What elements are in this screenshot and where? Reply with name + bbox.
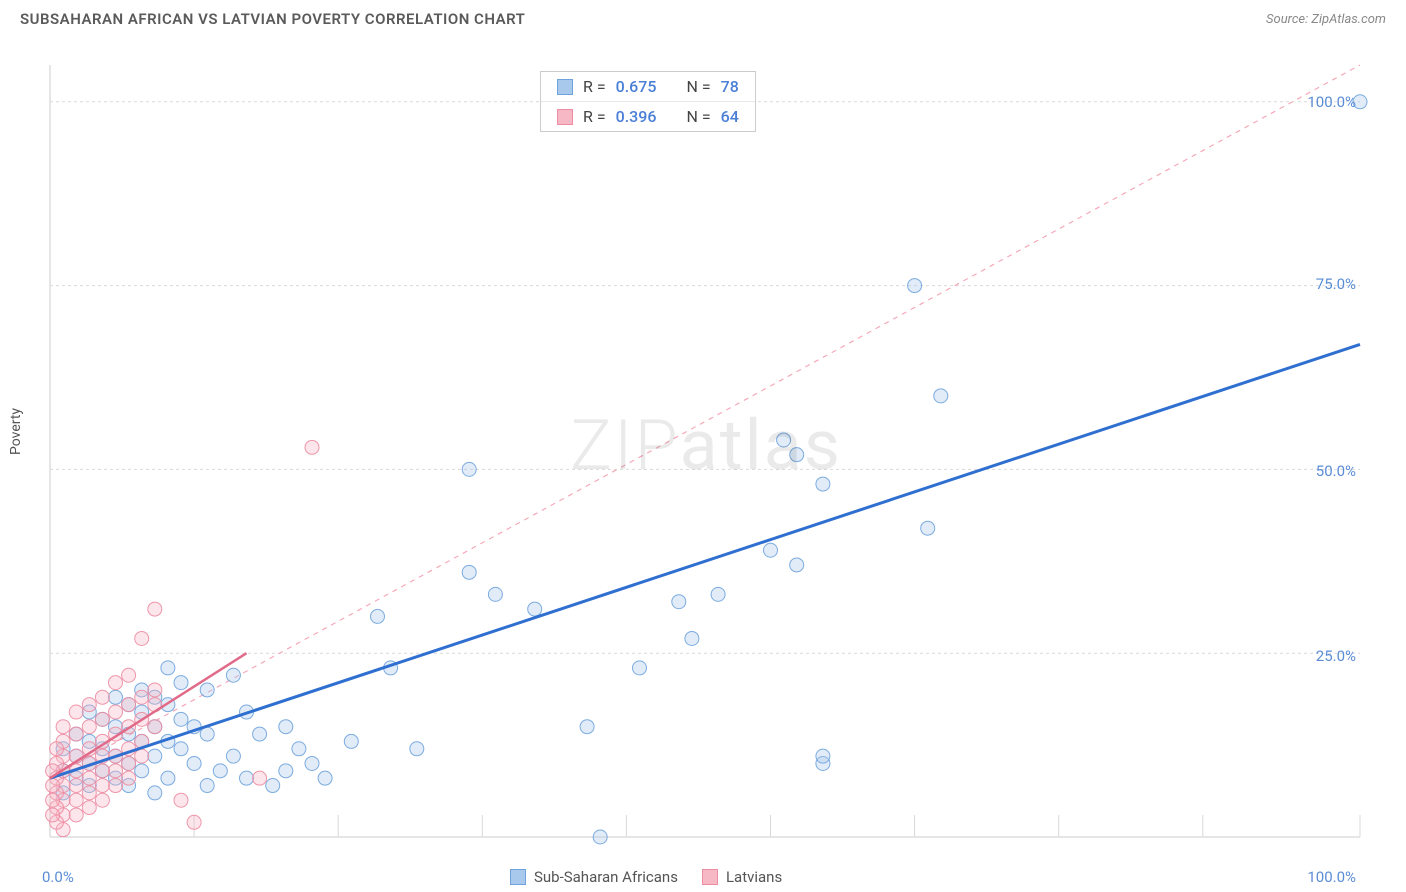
n-label: N = bbox=[686, 77, 710, 96]
y-tick-50: 50.0% bbox=[1316, 462, 1356, 480]
legend-item-lat: Latvians bbox=[702, 868, 782, 886]
scatter-plot bbox=[0, 35, 1406, 892]
y-axis-label: Poverty bbox=[8, 408, 24, 455]
legend-bottom: Sub-Saharan Africans Latvians bbox=[510, 868, 782, 886]
n-value-lat: 64 bbox=[721, 107, 739, 126]
r-label: R = bbox=[583, 77, 606, 96]
r-value-ssa: 0.675 bbox=[616, 77, 657, 96]
n-value-ssa: 78 bbox=[721, 77, 739, 96]
y-tick-100: 100.0% bbox=[1307, 93, 1356, 111]
correlation-stats-box: R = 0.675 N = 78 R = 0.396 N = 64 bbox=[540, 71, 756, 132]
stat-row-lat: R = 0.396 N = 64 bbox=[541, 101, 755, 131]
swatch-lat bbox=[557, 109, 573, 125]
legend-swatch-ssa bbox=[510, 869, 526, 885]
x-tick-100: 100.0% bbox=[1307, 868, 1356, 886]
legend-swatch-lat bbox=[702, 869, 718, 885]
r-value-lat: 0.396 bbox=[616, 107, 657, 126]
n-label: N = bbox=[686, 107, 710, 126]
legend-item-ssa: Sub-Saharan Africans bbox=[510, 868, 678, 886]
legend-label-ssa: Sub-Saharan Africans bbox=[534, 868, 678, 886]
legend-label-lat: Latvians bbox=[726, 868, 782, 886]
chart-title: SUBSAHARAN AFRICAN VS LATVIAN POVERTY CO… bbox=[20, 10, 525, 28]
chart-container: Poverty ZIPatlas R = 0.675 N = 78 R = 0.… bbox=[0, 35, 1406, 892]
swatch-ssa bbox=[557, 79, 573, 95]
y-tick-25: 25.0% bbox=[1316, 647, 1356, 665]
y-tick-75: 75.0% bbox=[1316, 275, 1356, 293]
r-label: R = bbox=[583, 107, 606, 126]
stat-row-ssa: R = 0.675 N = 78 bbox=[541, 72, 755, 101]
x-tick-0: 0.0% bbox=[42, 868, 74, 886]
title-bar: SUBSAHARAN AFRICAN VS LATVIAN POVERTY CO… bbox=[0, 0, 1406, 28]
source-attribution: Source: ZipAtlas.com bbox=[1266, 12, 1386, 27]
